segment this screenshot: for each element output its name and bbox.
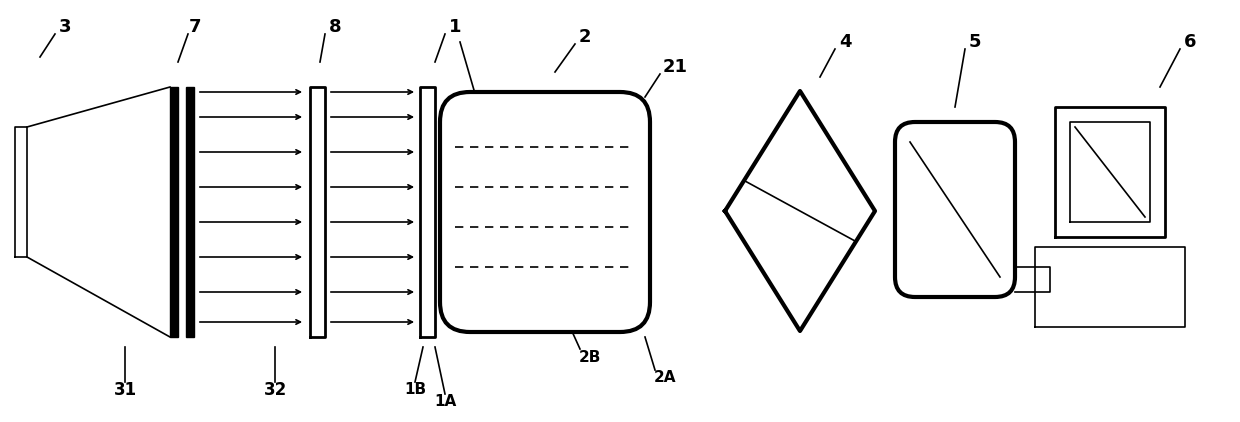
Text: 7: 7 xyxy=(188,18,201,36)
Text: 6: 6 xyxy=(1184,33,1197,51)
Text: 2A: 2A xyxy=(653,370,676,384)
Text: 2B: 2B xyxy=(579,349,601,365)
Text: 4: 4 xyxy=(838,33,851,51)
Text: 1A: 1A xyxy=(434,395,456,409)
Polygon shape xyxy=(170,87,179,337)
Text: 21: 21 xyxy=(662,58,687,76)
Text: 1: 1 xyxy=(449,18,461,36)
Text: 31: 31 xyxy=(113,381,136,399)
FancyBboxPatch shape xyxy=(895,122,1016,297)
Text: 32: 32 xyxy=(263,381,286,399)
Text: 2: 2 xyxy=(579,28,591,46)
FancyBboxPatch shape xyxy=(440,92,650,332)
Polygon shape xyxy=(186,87,193,337)
Polygon shape xyxy=(310,87,325,337)
Text: 5: 5 xyxy=(968,33,981,51)
Text: 3: 3 xyxy=(58,18,71,36)
Text: 1B: 1B xyxy=(404,382,427,398)
Text: 8: 8 xyxy=(329,18,341,36)
Polygon shape xyxy=(420,87,435,337)
